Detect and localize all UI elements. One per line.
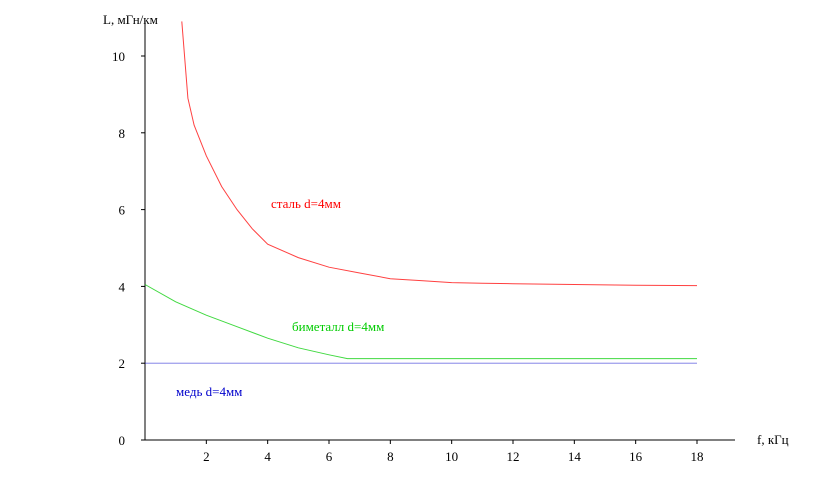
x-tick-label: 14	[568, 449, 582, 464]
y-tick-label: 0	[119, 433, 126, 448]
y-tick-label: 6	[119, 203, 126, 218]
series-label-copper: медь d=4мм	[176, 384, 242, 399]
y-tick-label: 2	[119, 356, 126, 371]
x-axis-title: f, кГц	[757, 432, 789, 447]
x-tick-label: 6	[326, 449, 333, 464]
series-label-steel: сталь d=4мм	[271, 196, 341, 211]
ticks: 2 4 6 8 10 12 14 16 18 0 2 4 6 8 10	[112, 49, 704, 464]
series-line-bimetal	[144, 284, 697, 360]
series-line-steel	[181, 21, 698, 287]
series-group	[144, 21, 698, 364]
y-tick-label: 4	[119, 279, 126, 294]
y-tick-label: 10	[112, 49, 125, 64]
x-tick-label: 16	[629, 449, 643, 464]
axes	[144, 22, 735, 441]
x-tick-label: 18	[691, 449, 704, 464]
series-labels: сталь d=4мм биметалл d=4мм медь d=4мм	[176, 196, 384, 399]
x-tick-label: 10	[445, 449, 458, 464]
x-tick-label: 12	[507, 449, 520, 464]
x-tick-label: 4	[264, 449, 271, 464]
x-tick-label: 8	[387, 449, 394, 464]
x-tick-label: 2	[203, 449, 210, 464]
series-label-bimetal: биметалл d=4мм	[292, 319, 384, 334]
y-axis-title: L, мГн/км	[103, 12, 158, 27]
y-tick-label: 8	[119, 126, 126, 141]
